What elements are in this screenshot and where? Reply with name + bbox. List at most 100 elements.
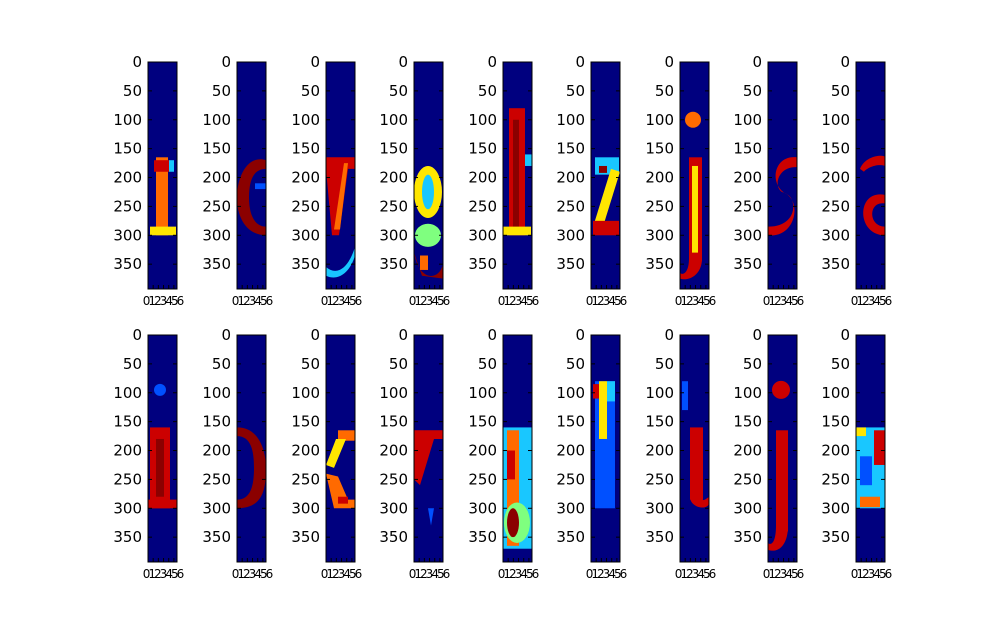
ytick-label: 100: [113, 111, 142, 129]
panel-frame: [325, 334, 356, 563]
xtick-labels: 0123456: [586, 294, 627, 308]
ytick-label: 250: [556, 197, 585, 215]
panel-image: [680, 335, 709, 562]
ytick-label: 150: [733, 140, 762, 158]
glyph-counter: [422, 174, 434, 210]
ytick-label: 250: [821, 197, 850, 215]
glyph-arm: [338, 430, 355, 441]
ytick-label: 350: [468, 255, 497, 273]
panel-1-2: 0 50 100 150 200 250 300 350 0123456: [291, 326, 363, 581]
ytick-label: 50: [743, 82, 762, 100]
ytick-label: 50: [743, 355, 762, 373]
panel-image: [326, 335, 355, 562]
glyph-bottom: [593, 220, 619, 236]
ytick-label: 0: [487, 326, 497, 344]
glyph-accent: [428, 508, 434, 526]
panel-image: [148, 335, 177, 562]
panel-background: [768, 62, 797, 289]
ytick-label: 300: [291, 226, 320, 244]
ytick-label: 0: [575, 326, 585, 344]
ytick-label: 50: [389, 82, 408, 100]
ytick-label: 0: [132, 326, 142, 344]
ytick-label: 350: [821, 528, 850, 546]
panel-frame: [679, 61, 710, 290]
panel-image: [414, 62, 443, 289]
panel-frame: [679, 334, 710, 563]
panel-0-0: 0 50 100 150 200 250 300 350 0123456: [113, 53, 185, 308]
ytick-label: 300: [821, 226, 850, 244]
panel-frame: [590, 334, 621, 563]
ytick-label: 100: [733, 384, 762, 402]
glyph-counter: [860, 456, 872, 486]
ytick-label: 250: [291, 470, 320, 488]
panel-image: [768, 62, 797, 289]
ytick-label: 350: [645, 528, 674, 546]
glyph-serif: [503, 226, 531, 236]
ytick-label: 0: [840, 53, 850, 71]
ytick-label: 250: [113, 197, 142, 215]
ytick-label: 350: [556, 528, 585, 546]
glyph-accent: [525, 154, 532, 166]
ytick-label: 150: [468, 140, 497, 158]
ytick-label: 250: [645, 197, 674, 215]
ytick-label: 250: [821, 470, 850, 488]
glyph-accent: [169, 160, 174, 172]
glyph-accent: [154, 383, 166, 396]
glyph-serif: [150, 226, 176, 236]
ytick-label: 0: [664, 326, 674, 344]
ytick-label: 350: [113, 255, 142, 273]
glyph-accent: [334, 163, 348, 230]
ytick-label: 0: [132, 53, 142, 71]
ytick-label: 200: [379, 442, 408, 460]
ytick-label: 50: [389, 355, 408, 373]
panel-frame: [855, 334, 886, 563]
ytick-label: 50: [655, 355, 674, 373]
ytick-label: 50: [566, 355, 585, 373]
ytick-label: 0: [310, 326, 320, 344]
ytick-label: 350: [379, 255, 408, 273]
xtick-labels: 0123456: [498, 294, 539, 308]
xtick-labels: 0123456: [763, 294, 804, 308]
ytick-label: 150: [821, 413, 850, 431]
panel-0-1: 0 50 100 150 200 250 300 350 0123456: [202, 53, 274, 308]
ytick-label: 50: [123, 82, 142, 100]
ytick-label: 250: [379, 197, 408, 215]
ytick-label: 0: [310, 53, 320, 71]
panel-1-4: 0 50 100 150 200 250 300 350 0123456: [468, 326, 540, 581]
ytick-label: 300: [645, 226, 674, 244]
ytick-label: 100: [821, 111, 850, 129]
xtick-labels: 0123456: [851, 567, 892, 581]
panel-image: [503, 62, 532, 289]
ytick-label: 300: [379, 226, 408, 244]
panel-frame: [147, 61, 178, 290]
ytick-label: 250: [202, 197, 231, 215]
glyph-core: [599, 381, 607, 439]
ytick-label: 0: [575, 53, 585, 71]
ytick-label: 250: [733, 470, 762, 488]
xtick-labels: 0123456: [851, 294, 892, 308]
glyph-dot: [772, 380, 790, 399]
ytick-label: 200: [556, 442, 585, 460]
ytick-label: 50: [478, 355, 497, 373]
panel-image: [237, 62, 266, 289]
glyph-hook: [680, 258, 702, 280]
ytick-label: 200: [821, 169, 850, 187]
glyph-bowl: [863, 194, 885, 236]
glyph-loop: [415, 223, 441, 247]
ytick-label: 150: [645, 140, 674, 158]
xtick-labels: 0123456: [143, 294, 184, 308]
glyph-accent: [682, 381, 688, 411]
ytick-label: 150: [556, 140, 585, 158]
ytick-label: 300: [468, 226, 497, 244]
panel-frame: [855, 61, 886, 290]
ytick-label: 100: [645, 384, 674, 402]
glyph-stem: [690, 427, 703, 500]
panel-image: [680, 62, 709, 289]
glyph-diagonal: [326, 438, 346, 468]
ytick-label: 50: [831, 82, 850, 100]
glyph-accent: [255, 183, 266, 190]
xtick-labels: 0123456: [763, 567, 804, 581]
glyph-core: [513, 119, 519, 230]
ytick-label: 200: [202, 442, 231, 460]
